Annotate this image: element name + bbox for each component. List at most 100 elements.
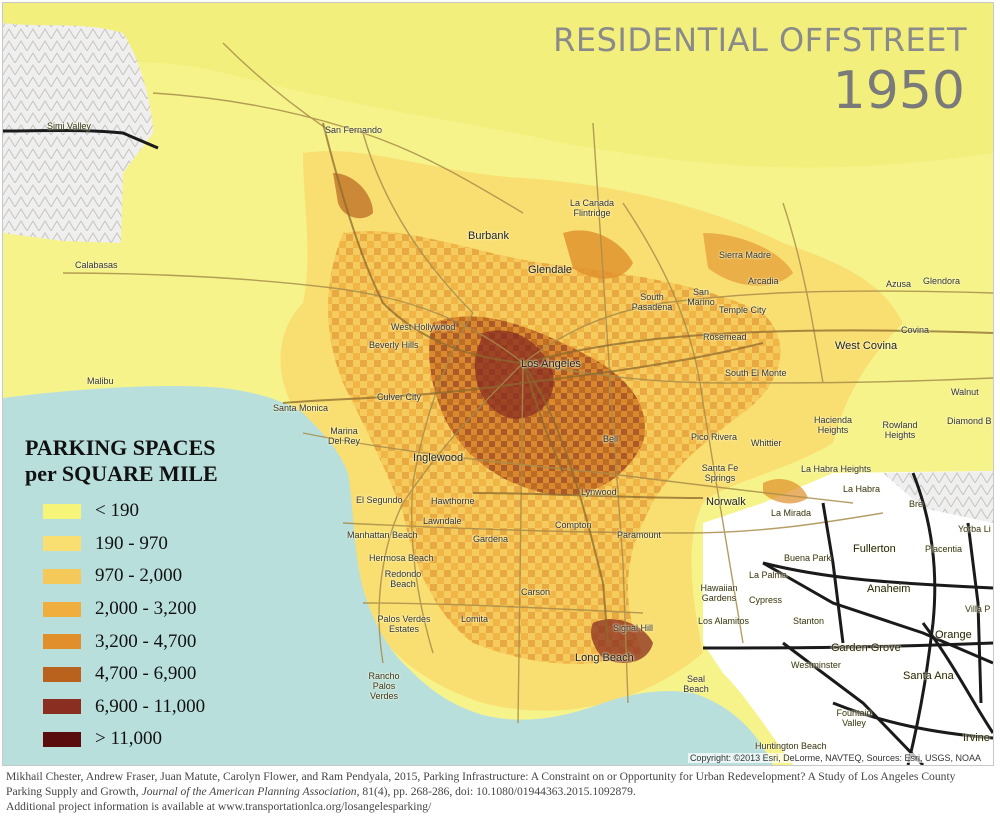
legend-item: 3,200 - 4,700 (25, 625, 255, 658)
place-label: Lawndale (423, 516, 462, 526)
legend-swatch (43, 568, 81, 584)
place-label: Walnut (951, 387, 979, 397)
legend-swatch (43, 503, 81, 519)
place-label: Fullerton (853, 543, 896, 555)
place-label: Signal Hill (613, 623, 654, 633)
legend-label: 6,900 - 11,000 (95, 695, 206, 717)
legend-swatch (43, 731, 81, 747)
place-label: Azusa (886, 279, 912, 289)
place-label: Los Angeles (521, 358, 581, 370)
place-label: La Habra Heights (801, 464, 872, 474)
legend-item: 970 - 2,000 (25, 560, 255, 593)
place-label: Culver City (377, 392, 422, 402)
legend-title-line2: per SQUARE MILE (25, 461, 218, 486)
place-label: Rowland Heights (882, 420, 918, 440)
citation-journal: Journal of the American Planning Associa… (141, 785, 357, 798)
place-label: Carson (521, 587, 551, 597)
place-label: La Habra (843, 484, 881, 494)
place-label: Burbank (468, 230, 509, 242)
place-label: Bell (603, 434, 619, 444)
legend-swatch (43, 634, 81, 650)
place-label: Hawthorne (431, 496, 475, 506)
place-label: Arcadia (748, 276, 779, 286)
place-label: South El Monte (725, 368, 787, 378)
place-label: Compton (555, 520, 592, 530)
legend-label: < 190 (95, 500, 139, 522)
legend-item: < 190 (25, 495, 255, 528)
place-label: Inglewood (413, 452, 464, 464)
place-label: Long Beach (575, 652, 634, 664)
place-label: Norwalk (706, 496, 746, 508)
place-label: Lynwood (581, 487, 617, 497)
place-label: Glendale (528, 264, 573, 276)
legend-label: 4,700 - 6,900 (95, 663, 197, 685)
legend-item: 6,900 - 11,000 (25, 691, 255, 724)
place-label: Covina (901, 325, 930, 335)
legend-label: 3,200 - 4,700 (95, 630, 197, 652)
place-label: Diamond B (947, 416, 992, 426)
place-label: Seal Beach (683, 674, 709, 694)
place-label: Fountain Valley (836, 708, 872, 728)
map-copyright: Copyright: ©2013 Esri, DeLorme, NAVTEQ, … (687, 753, 983, 763)
citation-details: , 81(4), pp. 268-286, doi: 10.1080/01944… (356, 785, 636, 798)
legend-swatch (43, 699, 81, 715)
place-label: La Mirada (771, 508, 812, 518)
place-label: Pico Rivera (691, 432, 738, 442)
citation-text: Mikhail Chester, Andrew Fraser, Juan Mat… (6, 770, 956, 798)
place-label: Santa Fe Springs (701, 463, 739, 483)
place-label: San Fernando (325, 125, 383, 135)
place-label: Marina Del Rey (327, 426, 360, 446)
place-label: Buena Park (784, 553, 832, 563)
place-label: Malibu (87, 376, 114, 386)
place-label: Hermosa Beach (369, 553, 434, 563)
place-label: Villa P (965, 604, 991, 614)
place-label: Stanton (793, 616, 825, 626)
place-label: Hawaiian Gardens (700, 583, 738, 603)
legend: PARKING SPACES per SQUARE MILE < 190 190 … (25, 435, 255, 756)
place-label: Los Alamitos (698, 616, 750, 626)
citation: Mikhail Chester, Andrew Fraser, Juan Mat… (6, 769, 991, 814)
citation-project-info: Additional project information is availa… (6, 800, 432, 813)
legend-item: 2,000 - 3,200 (25, 593, 255, 626)
place-label: La Palma (749, 570, 788, 580)
place-label: Cypress (749, 595, 783, 605)
place-label: Lomita (461, 614, 489, 624)
map[interactable]: RESIDENTIAL OFFSTREET 1950 Simi Valley S… (2, 2, 994, 766)
place-label: Santa Monica (273, 403, 329, 413)
place-label: Calabasas (75, 260, 118, 270)
highways-la (282, 122, 993, 644)
legend-swatch (43, 536, 81, 552)
place-label: Manhattan Beach (347, 530, 418, 540)
place-label: Irvine (963, 732, 990, 744)
map-year: 1950 (832, 61, 965, 121)
place-label: Glendora (923, 276, 961, 286)
place-label: Simi Valley (47, 121, 91, 131)
place-label: San Marino (687, 287, 715, 307)
place-label: Yorba Li (958, 524, 991, 534)
place-label: Hacienda Heights (813, 415, 853, 435)
place-label: Bre (909, 499, 924, 509)
ocean (3, 386, 773, 765)
place-label: Westminster (791, 660, 841, 670)
place-label: West Covina (835, 340, 898, 352)
place-label: Orange (935, 629, 972, 641)
legend-label: 970 - 2,000 (95, 565, 183, 587)
legend-label: 2,000 - 3,200 (95, 598, 197, 620)
hills-west (3, 23, 153, 243)
legend-rows: < 190 190 - 970 970 - 2,000 2,000 - 3,200 3,… (25, 495, 255, 756)
place-label: Huntington Beach (755, 741, 827, 751)
legend-item: 4,700 - 6,900 (25, 658, 255, 691)
legend-title-line1: PARKING SPACES (25, 435, 216, 460)
minor-roads (62, 42, 993, 724)
place-label: South Pasadena (631, 292, 673, 312)
legend-label: 190 - 970 (95, 532, 168, 554)
place-label: Anaheim (867, 583, 911, 595)
place-label: Rancho Palos Verdes (368, 671, 400, 701)
legend-item: 190 - 970 (25, 528, 255, 561)
map-title: RESIDENTIAL OFFSTREET (553, 21, 967, 59)
place-label: Palos Verdes Estates (377, 614, 431, 634)
place-label: Temple City (719, 305, 767, 315)
place-label: La Canada Flintridge (569, 198, 615, 218)
place-label: Santa Ana (903, 670, 954, 682)
place-label: Redondo Beach (384, 569, 422, 589)
